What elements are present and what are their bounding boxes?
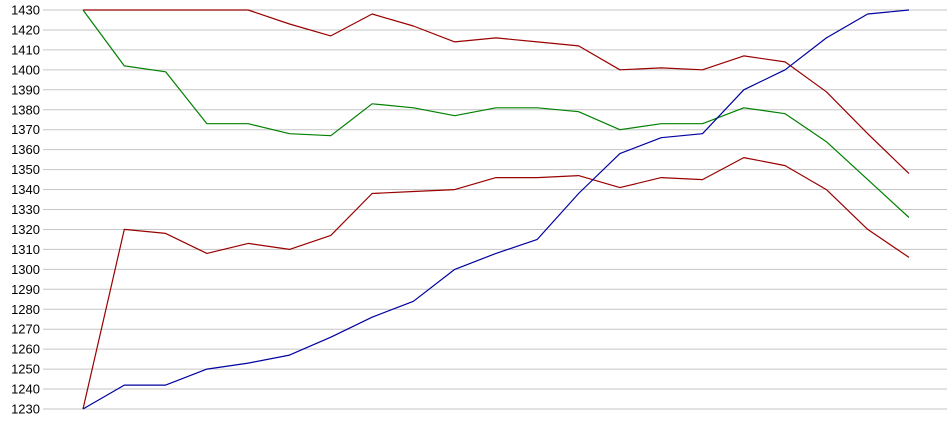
y-tick-label-1250: 1250 bbox=[11, 362, 40, 377]
gridlines bbox=[43, 9, 947, 410]
y-tick-label-1380: 1380 bbox=[11, 102, 40, 117]
y-tick-label-1280: 1280 bbox=[11, 302, 40, 317]
y-tick-label-1430: 1430 bbox=[11, 3, 40, 18]
y-tick-label-1240: 1240 bbox=[11, 382, 40, 397]
y-tick-label-1320: 1320 bbox=[11, 222, 40, 237]
y-tick-label-1350: 1350 bbox=[11, 162, 40, 177]
y-tick-label-1330: 1330 bbox=[11, 202, 40, 217]
y-tick-label-1310: 1310 bbox=[11, 242, 40, 257]
y-tick-label-1340: 1340 bbox=[11, 182, 40, 197]
series-lines bbox=[82, 9, 910, 410]
y-tick-label-1390: 1390 bbox=[11, 82, 40, 97]
y-tick-label-1400: 1400 bbox=[11, 62, 40, 77]
y-tick-label-1370: 1370 bbox=[11, 122, 40, 137]
series-green bbox=[82, 9, 910, 218]
series-lower-red bbox=[82, 157, 910, 410]
y-tick-label-1270: 1270 bbox=[11, 322, 40, 337]
y-tick-label-1410: 1410 bbox=[11, 42, 40, 57]
y-tick-label-1230: 1230 bbox=[11, 402, 40, 417]
y-tick-label-1260: 1260 bbox=[11, 342, 40, 357]
y-tick-label-1300: 1300 bbox=[11, 262, 40, 277]
y-tick-label-1290: 1290 bbox=[11, 282, 40, 297]
series-blue bbox=[82, 9, 910, 410]
y-tick-label-1360: 1360 bbox=[11, 142, 40, 157]
y-axis-tick-labels: 1430 1420 1410 1400 1390 1380 1370 1360 1350 1340… bbox=[11, 3, 40, 417]
series-upper-red bbox=[83, 9, 910, 175]
y-tick-label-1420: 1420 bbox=[11, 22, 40, 37]
